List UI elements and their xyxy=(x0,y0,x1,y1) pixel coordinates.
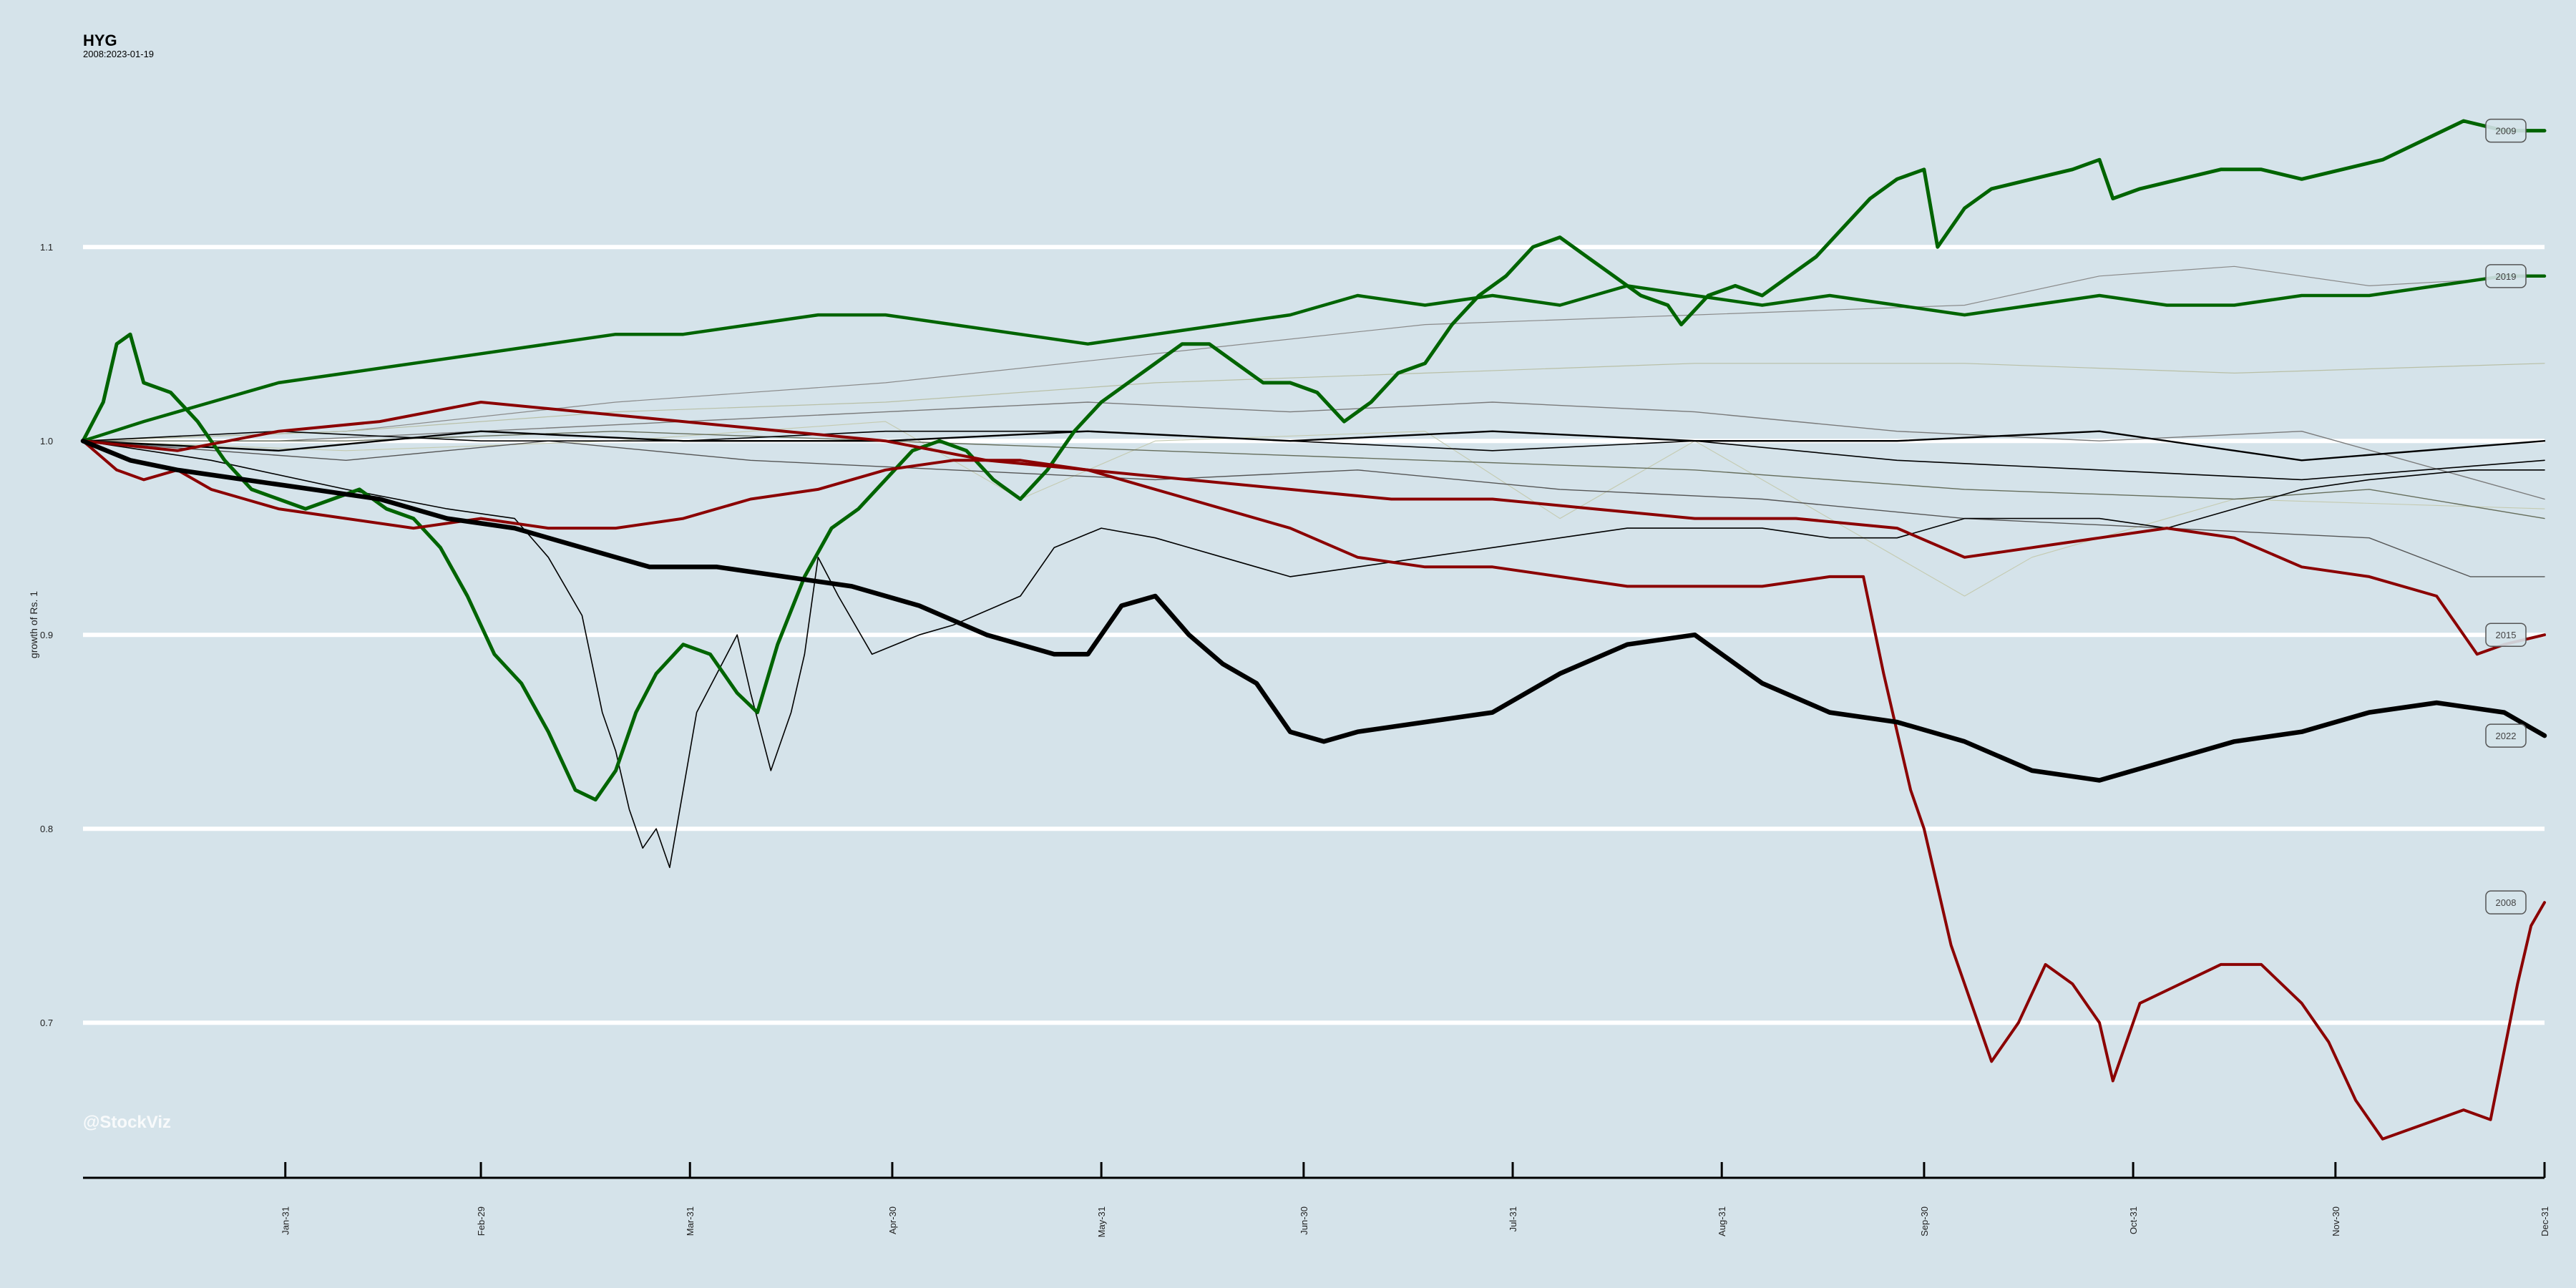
x-tick-label: May-31 xyxy=(1096,1206,1107,1237)
x-tick-label: Oct-31 xyxy=(2128,1206,2139,1234)
x-tick-label: Apr-30 xyxy=(887,1206,898,1234)
series-end-label-box xyxy=(2485,723,2527,748)
series-line-5 xyxy=(82,440,2545,577)
x-tick-label: Sep-30 xyxy=(1919,1206,1930,1236)
y-tick-label: 0.8 xyxy=(40,824,53,834)
series-line-1 xyxy=(82,265,2545,441)
y-tick-label: 1.0 xyxy=(40,436,53,447)
series-end-label-box xyxy=(2485,623,2527,647)
x-tick-label: Feb-29 xyxy=(476,1206,487,1236)
x-tick-label: Dec-31 xyxy=(2540,1206,2550,1236)
watermark: @StockViz xyxy=(83,1113,171,1132)
chart-subtitle: 2008:2023-01-19 xyxy=(83,49,154,59)
series-end-label-box xyxy=(2485,264,2527,288)
series-line-11 xyxy=(81,119,2547,802)
x-tick-label: Mar-31 xyxy=(685,1206,696,1236)
y-axis: 0.7 0.8 0.9 1.0 1.1 xyxy=(40,242,53,1028)
x-tick-label: Aug-31 xyxy=(1717,1206,1727,1236)
x-tick-label: Jul-31 xyxy=(1508,1206,1518,1231)
series-end-label-box xyxy=(2485,890,2527,914)
series-end-label: 2019 xyxy=(2496,271,2517,282)
series-line-3 xyxy=(82,363,2545,441)
series-layer xyxy=(80,119,2547,1141)
x-tick-label: Nov-30 xyxy=(2331,1206,2341,1236)
series-end-label: 2009 xyxy=(2496,126,2517,137)
chart-title: HYG xyxy=(83,31,117,49)
series-end-label: 2022 xyxy=(2496,731,2517,741)
series-line-8 xyxy=(82,430,2546,462)
series-line-10 xyxy=(81,274,2547,443)
series-end-labels: 2009 2019 2015 2022 2008 xyxy=(2485,118,2527,914)
x-axis: Jan-31 Feb-29 Mar-31 Apr-30 May-31 Jun-30 Jul-… xyxy=(83,1162,2550,1237)
series-end-label: 2015 xyxy=(2496,630,2517,640)
x-tick-label: Jun-30 xyxy=(1299,1206,1309,1235)
series-end-label: 2008 xyxy=(2496,897,2517,908)
y-tick-label: 0.7 xyxy=(40,1018,53,1028)
y-axis-label: growth of Rs. 1 xyxy=(28,591,39,658)
x-tick-label: Jan-31 xyxy=(280,1206,291,1235)
series-line-14 xyxy=(80,438,2547,783)
y-tick-label: 1.1 xyxy=(40,242,53,253)
series-line-13 xyxy=(82,401,2546,656)
series-end-label-box xyxy=(2485,118,2527,143)
series-line-12 xyxy=(82,439,2546,1141)
y-tick-label: 0.9 xyxy=(40,630,53,640)
